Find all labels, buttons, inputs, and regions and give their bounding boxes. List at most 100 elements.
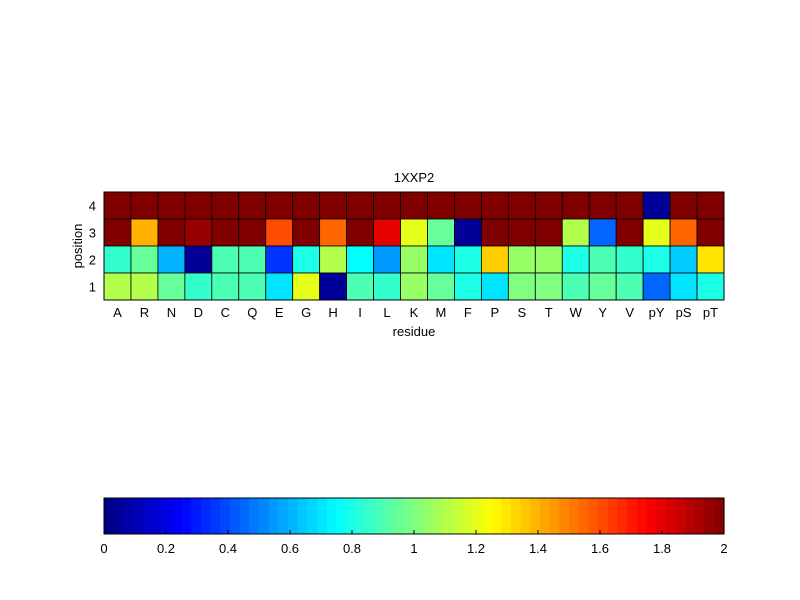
heatmap-cell	[454, 245, 482, 274]
colorbar-segment	[317, 498, 328, 534]
colorbar-segment	[627, 498, 638, 534]
heatmap-cell	[696, 191, 725, 220]
heatmap-cell	[480, 218, 509, 247]
x-tick-label: M	[436, 305, 447, 320]
colorbar-segment	[423, 498, 434, 534]
heatmap-cell	[265, 245, 294, 274]
colorbar-segment	[191, 498, 202, 534]
colorbar-segment	[113, 498, 124, 534]
colorbar-segment	[239, 498, 250, 534]
colorbar-segment	[530, 498, 541, 534]
x-tick-label: D	[194, 305, 203, 320]
colorbar-tick-label: 0.4	[219, 541, 237, 556]
heatmap-cell	[427, 191, 455, 220]
x-tick-label: I	[358, 305, 362, 320]
heatmap-cell	[103, 191, 132, 220]
heatmap-cell	[400, 191, 428, 220]
heatmap-cell	[454, 191, 482, 220]
y-axis-label: position	[70, 224, 85, 269]
y-tick-label: 1	[89, 280, 96, 295]
heatmap-cell	[130, 191, 159, 220]
colorbar-tick-label: 2	[720, 541, 727, 556]
colorbar-segment	[520, 498, 531, 534]
heatmap-cell	[669, 245, 698, 274]
heatmap-cell	[642, 218, 671, 247]
heatmap-cell	[373, 272, 401, 301]
colorbar-tick-label: 1.8	[653, 541, 671, 556]
x-tick-label: F	[464, 305, 472, 320]
colorbar-tick-label: 0.8	[343, 541, 361, 556]
heatmap-cell	[669, 191, 698, 220]
heatmap-cell	[696, 218, 725, 247]
colorbar-segment	[210, 498, 221, 534]
y-tick-label: 2	[89, 253, 96, 268]
heatmap-cell	[588, 191, 617, 220]
heatmap-cell	[292, 272, 321, 301]
heatmap-cell	[561, 245, 590, 274]
heatmap-cell	[130, 245, 159, 274]
heatmap-cell	[534, 245, 563, 274]
heatmap-cell	[157, 245, 186, 274]
heatmap-cell	[130, 218, 159, 247]
heatmap-cell	[507, 218, 536, 247]
colorbar-segment	[200, 498, 212, 534]
colorbar-tick-label: 1.6	[591, 541, 609, 556]
x-tick-label: G	[301, 305, 311, 320]
heatmap-cell	[238, 245, 267, 274]
colorbar-segment	[578, 498, 589, 534]
colorbar-segment	[588, 498, 599, 534]
x-tick-label: Y	[598, 305, 607, 320]
heatmap-cell	[319, 191, 348, 220]
heatmap-cell	[238, 272, 267, 301]
colorbar-segment	[384, 498, 396, 534]
colorbar-segment	[569, 498, 580, 534]
x-tick-label: K	[410, 305, 419, 320]
colorbar-segment	[259, 498, 270, 534]
heatmap-cell	[292, 218, 321, 247]
x-tick-label: pT	[703, 305, 718, 320]
x-tick-label: pY	[649, 305, 665, 320]
heatmap-cell	[211, 272, 240, 301]
colorbar-segment	[336, 498, 347, 534]
plot-frame	[103, 191, 725, 301]
heatmap-cell	[373, 245, 401, 274]
colorbar-segment	[346, 498, 357, 534]
heatmap-cell	[588, 272, 617, 301]
heatmap-cell	[615, 272, 644, 301]
heatmap-cell	[480, 245, 509, 274]
colorbar-segment	[481, 498, 493, 534]
colorbar-segment	[501, 498, 512, 534]
colorbar-segment	[104, 498, 115, 534]
heatmap-cell	[507, 191, 536, 220]
heatmap-cell	[292, 191, 321, 220]
colorbar-segment	[268, 498, 279, 534]
colorbar-segment	[491, 498, 502, 534]
heatmap-cell	[130, 272, 159, 301]
colorbar-segment	[181, 498, 192, 534]
heatmap-cell	[454, 218, 482, 247]
heatmap-cell	[561, 218, 590, 247]
heatmap-cell	[346, 191, 374, 220]
chart-title: 1XXP2	[394, 170, 434, 185]
heatmap-cell	[615, 218, 644, 247]
heatmap-cell	[157, 218, 186, 247]
colorbar-segment	[549, 498, 560, 534]
heatmap-cell	[319, 218, 348, 247]
x-tick-label: H	[328, 305, 337, 320]
heatmap-cell	[696, 272, 725, 301]
heatmap-cell	[211, 245, 240, 274]
heatmap-cell	[427, 218, 455, 247]
heatmap-cell	[454, 272, 482, 301]
colorbar-segment	[249, 498, 260, 534]
x-tick-label: E	[275, 305, 284, 320]
heatmap-cell	[184, 218, 213, 247]
heatmap-cell	[265, 272, 294, 301]
y-tick-label: 4	[89, 199, 96, 214]
heatmap-cell	[157, 191, 186, 220]
colorbar-segment	[278, 498, 289, 534]
colorbar-segment	[656, 498, 667, 534]
colorbar-segment	[288, 498, 299, 534]
colorbar-segment	[297, 498, 309, 534]
x-tick-label: T	[545, 305, 553, 320]
